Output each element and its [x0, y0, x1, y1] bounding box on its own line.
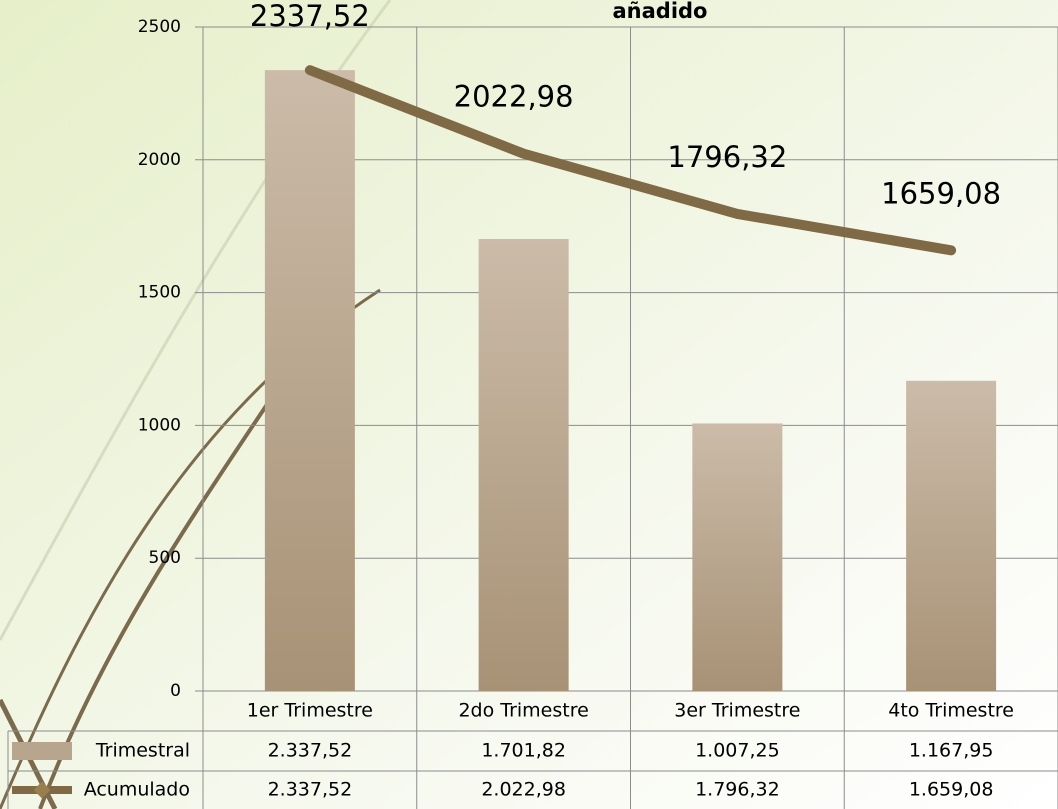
y-tick-label: 2500 [138, 17, 181, 37]
x-tick-label: 1er Trimestre [247, 700, 373, 722]
table-cell: 2.337,52 [268, 740, 353, 762]
y-tick-label: 0 [170, 681, 181, 701]
line [304, 65, 957, 256]
x-tick-label: 4to Trimestre [888, 700, 1014, 722]
bar [692, 423, 783, 691]
table-cell: 1.701,82 [481, 740, 566, 762]
y-tick-label: 1500 [138, 283, 181, 303]
bar [478, 238, 569, 691]
legend-label: Acumulado [84, 779, 190, 801]
bar [906, 380, 997, 691]
legend-swatch [12, 742, 72, 760]
table-cell: 1.007,25 [695, 740, 780, 762]
table-cell: 2.337,52 [268, 779, 353, 801]
x-tick-label: 2do Trimestre [458, 700, 588, 722]
bar [264, 70, 355, 692]
table-cell: 1.167,95 [909, 740, 994, 762]
legend-swatch [33, 781, 51, 799]
data-label: 2022,98 [454, 80, 574, 114]
legend-label: Trimestral [95, 740, 190, 762]
data-label: 1659,08 [881, 176, 1001, 210]
y-tick-label: 2000 [138, 150, 181, 170]
y-tick-label: 500 [149, 548, 181, 568]
data-label: 1796,32 [667, 140, 787, 174]
chart-title: añadido [613, 0, 708, 23]
y-tick-label: 1000 [138, 415, 181, 435]
table-cell: 2.022,98 [481, 779, 566, 801]
table-cell: 1.659,08 [909, 779, 994, 801]
table-cell: 1.796,32 [695, 779, 780, 801]
data-label: 2337,52 [250, 0, 370, 33]
x-tick-label: 3er Trimestre [674, 700, 800, 722]
